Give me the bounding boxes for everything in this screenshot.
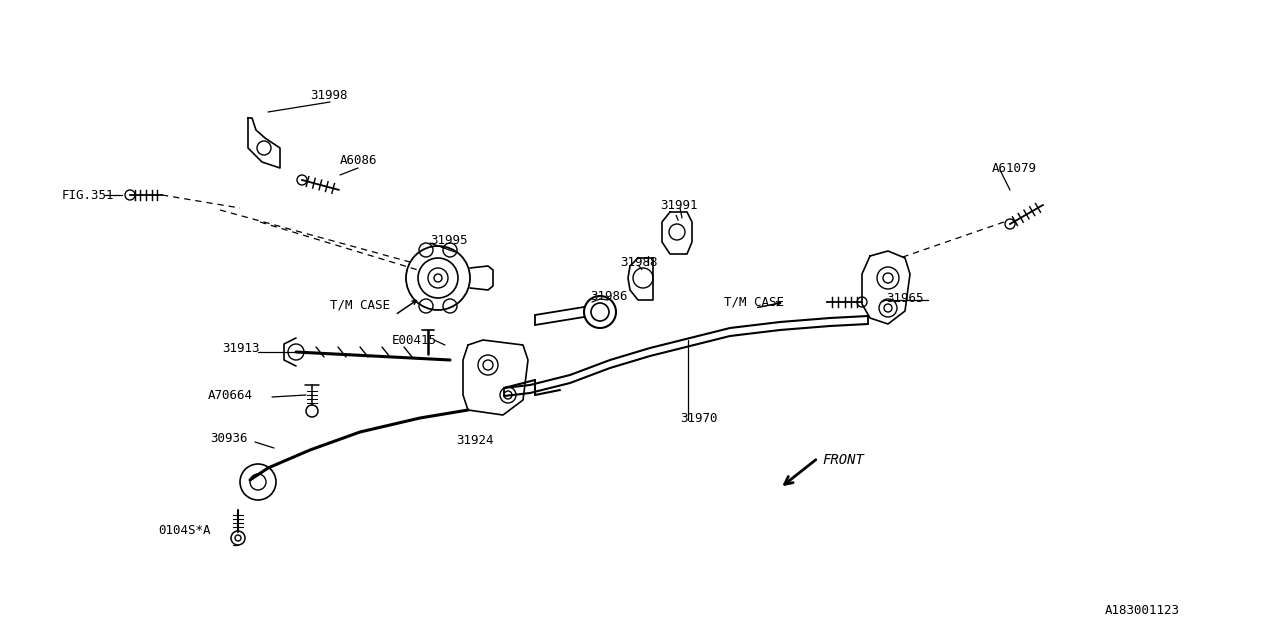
Text: E00415: E00415 (392, 333, 436, 346)
Text: FRONT: FRONT (822, 453, 864, 467)
Text: 31965: 31965 (886, 291, 923, 305)
Text: 31991: 31991 (660, 198, 698, 211)
Text: FIG.351: FIG.351 (61, 189, 114, 202)
Circle shape (236, 535, 241, 541)
Text: 31995: 31995 (430, 234, 467, 246)
Circle shape (434, 274, 442, 282)
Text: A61079: A61079 (992, 161, 1037, 175)
Text: A70664: A70664 (209, 388, 253, 401)
Text: 30936: 30936 (210, 431, 247, 445)
Text: 31988: 31988 (620, 255, 658, 269)
Text: 31970: 31970 (680, 412, 718, 424)
Text: 31913: 31913 (221, 342, 260, 355)
Text: 0104S*A: 0104S*A (157, 524, 210, 536)
Text: 31986: 31986 (590, 289, 627, 303)
Text: 31998: 31998 (310, 88, 347, 102)
Text: A6086: A6086 (340, 154, 378, 166)
Text: 31924: 31924 (456, 433, 494, 447)
Text: A183001123: A183001123 (1105, 604, 1180, 616)
Text: T/M CASE: T/M CASE (724, 296, 785, 308)
Text: T/M CASE: T/M CASE (330, 298, 390, 312)
